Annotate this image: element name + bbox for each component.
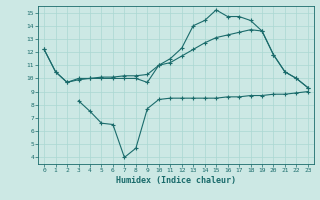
X-axis label: Humidex (Indice chaleur): Humidex (Indice chaleur) [116, 176, 236, 185]
